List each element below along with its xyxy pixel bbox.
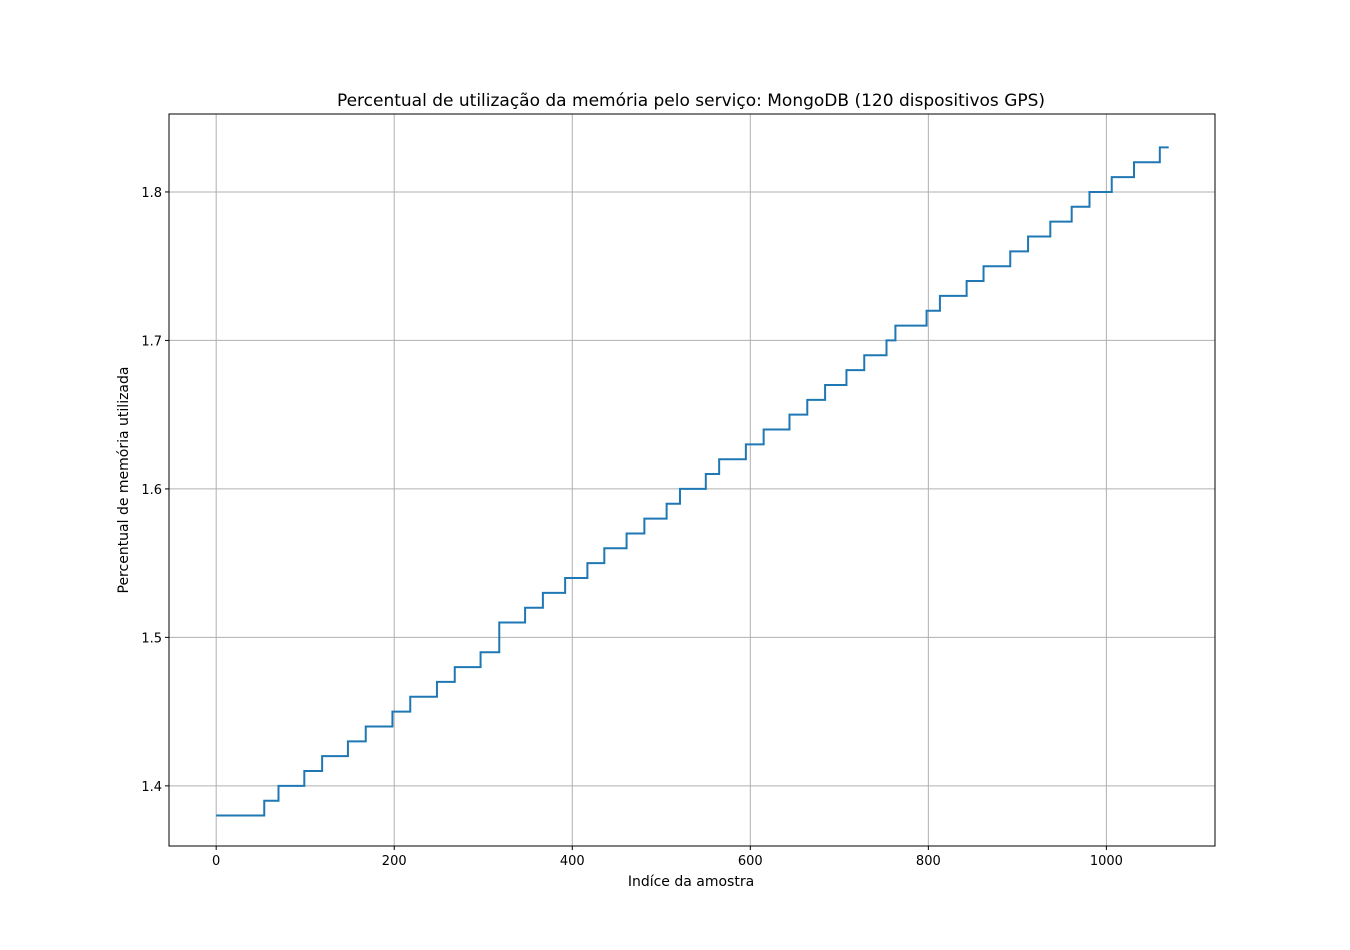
x-tick-label: 200	[382, 854, 407, 869]
x-tick-label: 1000	[1090, 854, 1123, 869]
axes-frame	[168, 113, 1216, 847]
x-tick-label: 400	[560, 854, 585, 869]
series-line	[216, 146, 1169, 817]
x-axis-label: Indíce da amostra	[628, 874, 754, 890]
chart-title: Percentual de utilização da memória pelo…	[337, 91, 1045, 111]
y-tick-label: 1.8	[141, 186, 162, 201]
y-tick-label: 1.4	[141, 780, 162, 795]
x-tick-label: 600	[738, 854, 763, 869]
y-tick-label: 1.6	[141, 483, 162, 498]
ticks: 0 200 400 600 800 1000 1.4 1.5 1.6 1.7 1.8	[141, 186, 1123, 869]
plot-area	[216, 146, 1169, 817]
y-axis-label: Percentual de memória utilizada	[116, 367, 132, 594]
x-tick-label: 800	[916, 854, 941, 869]
y-tick-label: 1.7	[141, 334, 162, 349]
x-tick-label: 0	[212, 854, 220, 869]
y-tick-label: 1.5	[141, 631, 162, 646]
